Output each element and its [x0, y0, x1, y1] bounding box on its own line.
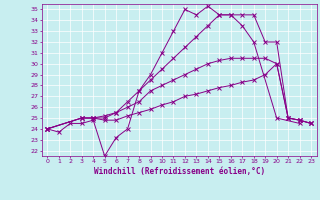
X-axis label: Windchill (Refroidissement éolien,°C): Windchill (Refroidissement éolien,°C)	[94, 167, 265, 176]
